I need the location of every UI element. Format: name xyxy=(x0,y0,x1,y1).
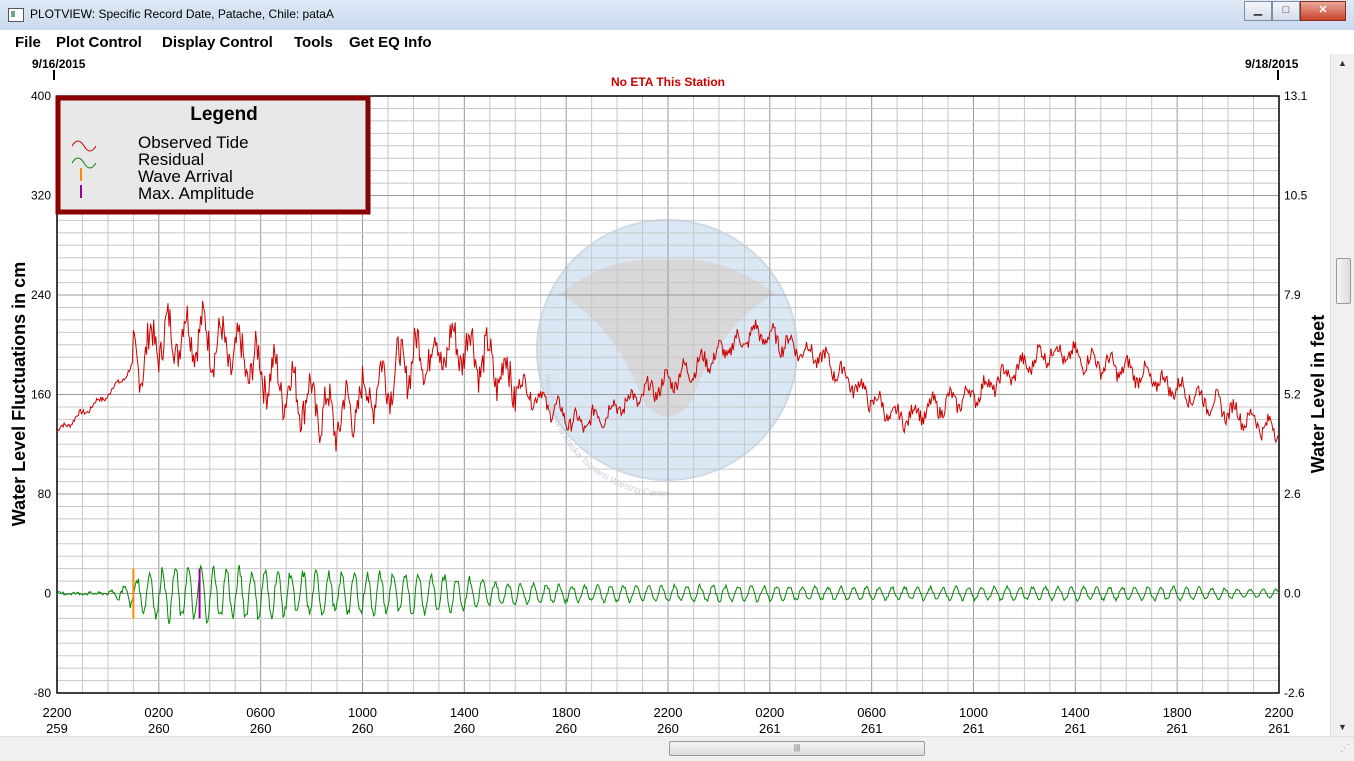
x-tick-label-time: 1400 xyxy=(450,705,479,720)
y-tick-label-left: 240 xyxy=(31,288,51,302)
resize-grip-icon[interactable]: ⋰ xyxy=(1340,743,1350,754)
menu-get-eq-info[interactable]: Get EQ Info xyxy=(349,34,432,51)
legend-title: Legend xyxy=(190,104,258,125)
axis-ticks: 400 13.1 320 10.5 240 7.9 160 5.2 80 2.6 0 0.0 -80 -2… xyxy=(31,89,1308,736)
window-buttons: ▁ □ ✕ xyxy=(1244,1,1346,21)
legend-item-wave-arrival: Wave Arrival xyxy=(138,167,233,186)
y-tick-label-left: 80 xyxy=(38,487,52,501)
vertical-scrollbar[interactable]: ▲ ▼ xyxy=(1330,54,1354,736)
x-tick-label-day: 260 xyxy=(657,721,679,736)
x-tick-label-day: 261 xyxy=(1268,721,1290,736)
green-wave-icon xyxy=(71,157,97,169)
x-tick-label-day: 261 xyxy=(1064,721,1086,736)
horizontal-scrollbar[interactable]: ||| ⋰ xyxy=(0,736,1354,761)
y-tick-label-left: 320 xyxy=(31,189,51,203)
y-tick-label-right: 7.9 xyxy=(1284,288,1301,302)
menu-file[interactable]: File xyxy=(15,34,41,51)
y-tick-label-left: 0 xyxy=(44,587,51,601)
menu-tools[interactable]: Tools xyxy=(294,34,333,51)
x-tick-label-time: 1800 xyxy=(1163,705,1192,720)
y-tick-label-left: 160 xyxy=(31,388,51,402)
legend-box xyxy=(55,95,371,215)
menu-display-control[interactable]: Display Control xyxy=(162,34,273,51)
legend-item-residual: Residual xyxy=(138,150,204,169)
legend-item-max-amplitude: Max. Amplitude xyxy=(138,184,254,203)
x-tick-label-day: 259 xyxy=(46,721,68,736)
legend[interactable]: Legend Observed Tide Residual Wave Arriv… xyxy=(55,95,371,215)
x-tick-label-time: 0600 xyxy=(857,705,886,720)
plot-frame xyxy=(56,95,1280,694)
x-tick-label-time: 1400 xyxy=(1061,705,1090,720)
x-tick-label-day: 260 xyxy=(555,721,577,736)
red-wave-icon xyxy=(71,140,97,152)
x-tick-label-day: 261 xyxy=(759,721,781,736)
x-tick-label-day: 260 xyxy=(148,721,170,736)
scroll-down-icon[interactable]: ▼ xyxy=(1338,722,1347,732)
x-tick-label-day: 260 xyxy=(453,721,475,736)
close-button[interactable]: ✕ xyxy=(1300,1,1346,21)
right-axis-label: Water Level in feet xyxy=(1308,315,1328,473)
x-tick-label-time: 2200 xyxy=(654,705,683,720)
minimize-button[interactable]: ▁ xyxy=(1244,1,1272,21)
residual-line xyxy=(56,564,1280,625)
start-date-label: 9/16/2015 xyxy=(32,57,86,71)
x-tick-label-time: 0200 xyxy=(144,705,173,720)
maximize-button[interactable]: □ xyxy=(1272,1,1300,21)
y-tick-label-right: 5.2 xyxy=(1284,388,1301,402)
title-bar: PLOTVIEW: Specific Record Date, Patache,… xyxy=(0,0,1354,31)
tide-chart[interactable]: West Coast and Alaska Tsunami Warning Ce… xyxy=(0,54,1330,736)
x-tick-label-time: 1000 xyxy=(348,705,377,720)
scroll-up-icon[interactable]: ▲ xyxy=(1338,58,1347,68)
x-tick-label-time: 1000 xyxy=(959,705,988,720)
y-tick-label-left: -80 xyxy=(34,686,52,700)
x-tick-label-time: 2200 xyxy=(1265,705,1294,720)
y-tick-label-right: 0.0 xyxy=(1284,587,1301,601)
series-group xyxy=(56,300,1280,625)
y-tick-label-right: 10.5 xyxy=(1284,189,1308,203)
end-date-label: 9/18/2015 xyxy=(1245,57,1299,71)
legend-item-observed-tide: Observed Tide xyxy=(138,133,249,152)
x-tick-label-time: 0200 xyxy=(755,705,784,720)
x-tick-label-time: 0600 xyxy=(246,705,275,720)
x-tick-label-day: 260 xyxy=(250,721,272,736)
y-tick-label-left: 400 xyxy=(31,89,51,103)
x-tick-label-day: 261 xyxy=(861,721,883,736)
y-tick-label-right: 13.1 xyxy=(1284,89,1308,103)
observed-tide-line xyxy=(56,300,1280,452)
plot-area[interactable]: West Coast and Alaska Tsunami Warning Ce… xyxy=(0,54,1330,736)
vertical-scroll-thumb[interactable] xyxy=(1336,258,1351,304)
x-tick-label-time: 2200 xyxy=(43,705,72,720)
horizontal-scroll-thumb[interactable]: ||| xyxy=(669,741,925,756)
x-tick-label-day: 261 xyxy=(963,721,985,736)
y-tick-label-right: 2.6 xyxy=(1284,487,1301,501)
y-tick-label-right: -2.6 xyxy=(1284,686,1305,700)
eta-notice: No ETA This Station xyxy=(611,75,725,89)
app-icon[interactable] xyxy=(8,8,24,22)
menu-bar: File Plot Control Display Control Tools … xyxy=(0,30,1354,54)
menu-plot-control[interactable]: Plot Control xyxy=(56,34,142,51)
x-tick-label-day: 260 xyxy=(352,721,374,736)
window-title: PLOTVIEW: Specific Record Date, Patache,… xyxy=(30,7,334,21)
x-tick-label-day: 261 xyxy=(1166,721,1188,736)
x-tick-label-time: 1800 xyxy=(552,705,581,720)
left-axis-label: Water Level Fluctuations in cm xyxy=(9,262,29,526)
